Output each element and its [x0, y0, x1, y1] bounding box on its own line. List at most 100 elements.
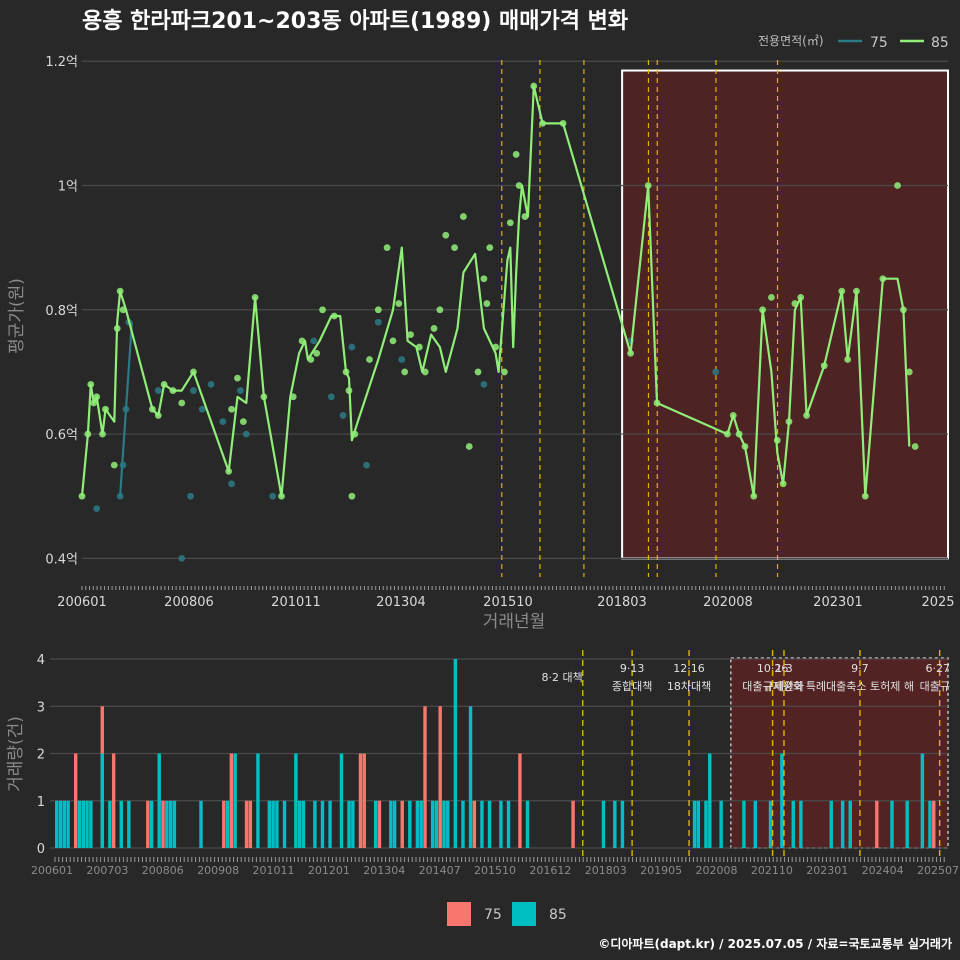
legend-label-85: 85	[931, 35, 949, 51]
series-point-85	[116, 287, 124, 295]
series-point-75	[122, 405, 130, 413]
series-point-85	[627, 349, 634, 357]
volume-bar-85	[928, 800, 932, 848]
y-tick-label: 1.2억	[45, 55, 78, 70]
x-tick-label: 200601	[57, 595, 107, 610]
volume-bar-85	[108, 800, 112, 848]
volume-bar-85	[430, 800, 435, 848]
series-point-85	[366, 356, 373, 363]
volume-bar-85	[446, 800, 450, 848]
volume-legend-key-85	[512, 902, 536, 926]
series-point-75	[242, 430, 250, 438]
volume-bar-85	[294, 753, 298, 848]
highlight-box	[621, 69, 949, 560]
series-point-85	[791, 300, 799, 307]
series-point-85	[102, 405, 109, 413]
series-point-85	[160, 380, 168, 388]
series-point-85	[442, 231, 450, 239]
x-tick-label: 201510	[483, 595, 533, 610]
x-tick-label: 201011	[271, 595, 321, 610]
volume-bar-75	[518, 753, 522, 848]
volume-bar-85	[434, 800, 439, 848]
series-point-85	[383, 244, 391, 252]
series-point-85	[451, 244, 458, 252]
series-point-85	[319, 306, 326, 314]
volume-bar-75	[248, 800, 253, 848]
volume-bar-75	[161, 800, 165, 848]
volume-bar-75	[571, 800, 575, 848]
series-point-85	[345, 387, 353, 394]
policy-date-label: 10·26	[757, 662, 789, 675]
volume-bar-85	[339, 753, 344, 848]
volume-bar-85	[58, 800, 63, 848]
volume-bar-85	[696, 800, 701, 848]
volume-x-tick-label: 202110	[751, 864, 793, 877]
volume-bar-85	[127, 800, 131, 848]
series-point-85	[119, 306, 127, 314]
volume-bar-85	[165, 800, 169, 848]
series-point-85	[501, 368, 508, 376]
volume-x-tick-label: 200703	[86, 864, 128, 877]
volume-bar-85	[768, 800, 773, 848]
volume-bar-85	[297, 800, 302, 848]
volume-y-tick-label: 2	[37, 748, 45, 763]
series-point-85	[342, 368, 350, 376]
series-point-85	[93, 393, 101, 401]
volume-bar-85	[271, 800, 275, 848]
series-point-85	[483, 300, 491, 307]
y-tick-label: 0.6억	[45, 428, 78, 443]
series-point-85	[474, 368, 482, 376]
policy-date-label: 12·16	[673, 662, 705, 675]
volume-bar-85	[392, 800, 397, 848]
y-tick-label: 1억	[58, 180, 78, 195]
volume-x-tick-label: 201011	[253, 864, 295, 877]
volume-bar-85	[301, 800, 306, 848]
series-point-85	[90, 399, 98, 407]
volume-bar-85	[480, 800, 484, 848]
series-point-85	[395, 300, 403, 307]
series-point-85	[239, 418, 247, 426]
volume-bar-85	[487, 800, 492, 848]
series-point-75	[480, 380, 488, 388]
volume-x-tick-label: 202301	[806, 864, 848, 877]
series-point-85	[741, 443, 749, 450]
series-point-85	[644, 182, 652, 189]
volume-bar-85	[85, 800, 89, 848]
series-point-85	[307, 356, 315, 363]
volume-bar-85	[780, 753, 784, 848]
volume-x-tick-label: 201803	[585, 864, 627, 877]
volume-panel: 0 1 2 3 4 8·2 대책 9·13 종합대책 12·16 18차대책 10·26 대출규제강화…	[6, 650, 959, 926]
x-tick-label: 2025	[921, 595, 954, 610]
volume-bar-85	[708, 753, 712, 848]
volume-bar-75	[438, 706, 442, 848]
volume-bar-85	[351, 800, 355, 848]
series-point-85	[251, 293, 259, 301]
series-point-75	[93, 505, 101, 513]
volume-bar-75	[222, 800, 226, 848]
series-point-85	[515, 182, 523, 189]
volume-bar-85	[225, 800, 230, 848]
volume-x-tick-label: 201510	[474, 864, 516, 877]
volume-x-tick-label: 201407	[419, 864, 461, 877]
series-point-85	[750, 492, 758, 500]
series-point-85	[785, 418, 793, 426]
series-point-85	[401, 368, 409, 376]
volume-bar-85	[347, 800, 351, 848]
volume-bar-85	[499, 800, 503, 848]
policy-name-label: 규제완화	[764, 680, 804, 693]
series-point-85	[838, 287, 846, 295]
volume-bar-75	[472, 800, 477, 848]
series-point-75	[237, 387, 244, 394]
series-point-85	[415, 343, 423, 351]
volume-bar-85	[168, 800, 173, 848]
policy-date-label: 9·7	[851, 662, 869, 675]
x-axis-title: 거래년월	[483, 612, 546, 632]
series-point-85	[820, 362, 828, 370]
series-point-85	[389, 337, 397, 345]
series-point-85	[894, 182, 901, 189]
series-point-85	[113, 325, 121, 332]
volume-bar-85	[149, 800, 154, 848]
series-point-75	[228, 480, 236, 488]
series-point-75	[712, 368, 720, 376]
